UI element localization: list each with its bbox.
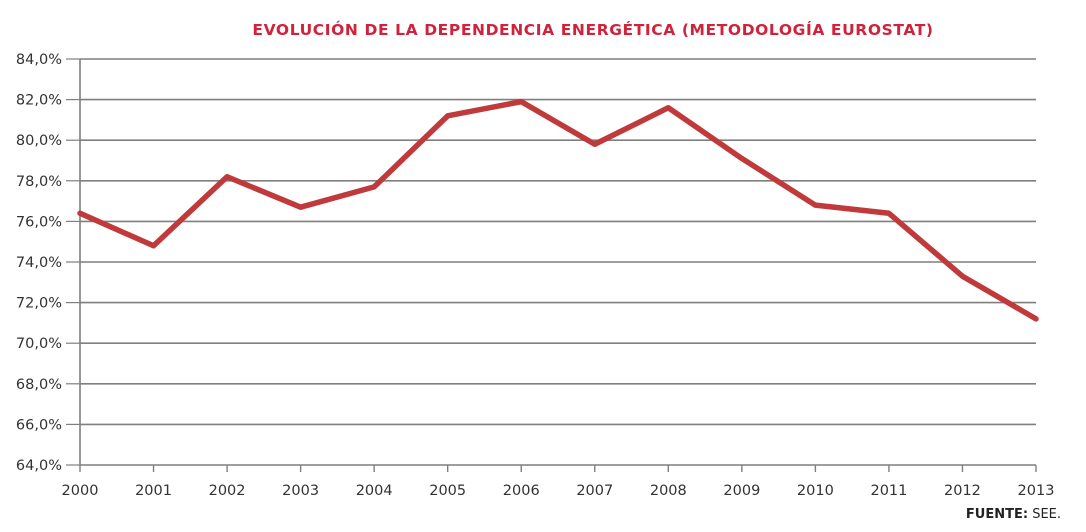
y-tick-label: 64,0% [16, 458, 62, 474]
data-point [445, 113, 451, 119]
x-tick-label: 2009 [723, 483, 760, 499]
grid-layer [80, 58, 1036, 466]
x-tick-label: 2007 [576, 483, 613, 499]
x-tick-label: 2001 [135, 483, 172, 499]
x-tick-label: 2000 [62, 483, 99, 499]
y-tick-label: 68,0% [16, 377, 62, 393]
data-point [224, 174, 230, 180]
x-tick-label: 2008 [650, 483, 687, 499]
x-tick-label: 2002 [209, 483, 246, 499]
source-note: FUENTE: SEE. [966, 507, 1061, 522]
data-point [151, 243, 157, 249]
x-tick-label: 2013 [1018, 483, 1055, 499]
data-point [665, 105, 671, 111]
source-value: SEE. [1032, 507, 1061, 522]
y-tick-label: 84,0% [16, 52, 62, 68]
x-tick-label: 2006 [503, 483, 540, 499]
data-point [959, 273, 965, 279]
y-tick-label: 70,0% [16, 336, 62, 352]
chart-title: EVOLUCIÓN DE LA DEPENDENCIA ENERGÉTICA (… [252, 21, 934, 39]
data-point [739, 155, 745, 161]
data-point [77, 210, 83, 216]
x-tick-label: 2003 [282, 483, 319, 499]
x-tick-label: 2012 [944, 483, 981, 499]
data-point [371, 184, 377, 190]
y-tick-label: 72,0% [16, 296, 62, 312]
data-point [298, 204, 304, 210]
y-tick-label: 66,0% [16, 417, 62, 433]
x-tick-label: 2011 [870, 483, 907, 499]
y-tick-label: 82,0% [16, 93, 62, 109]
y-tick-label: 80,0% [16, 133, 62, 149]
data-point [1033, 316, 1039, 322]
y-axis: 64,0% 66,0% 68,0% 70,0% 72,0% 74,0% 76,0% 78,0%… [16, 52, 81, 474]
data-point [812, 202, 818, 208]
y-tick-label: 74,0% [16, 255, 62, 271]
y-tick-label: 76,0% [16, 214, 62, 230]
x-tick-label: 2004 [356, 483, 393, 499]
x-tick-label: 2010 [797, 483, 834, 499]
y-tick-label: 78,0% [16, 174, 62, 190]
data-point [592, 141, 598, 147]
series-layer [77, 98, 1039, 322]
series-line [77, 98, 1039, 322]
source-label: FUENTE: [965, 507, 1029, 522]
x-axis: 2000 2001 2002 2003 2004 2005 2006 2007 2008 2009… [62, 465, 1055, 499]
data-point [518, 99, 524, 105]
data-point [886, 210, 892, 216]
x-tick-label: 2005 [429, 483, 466, 499]
